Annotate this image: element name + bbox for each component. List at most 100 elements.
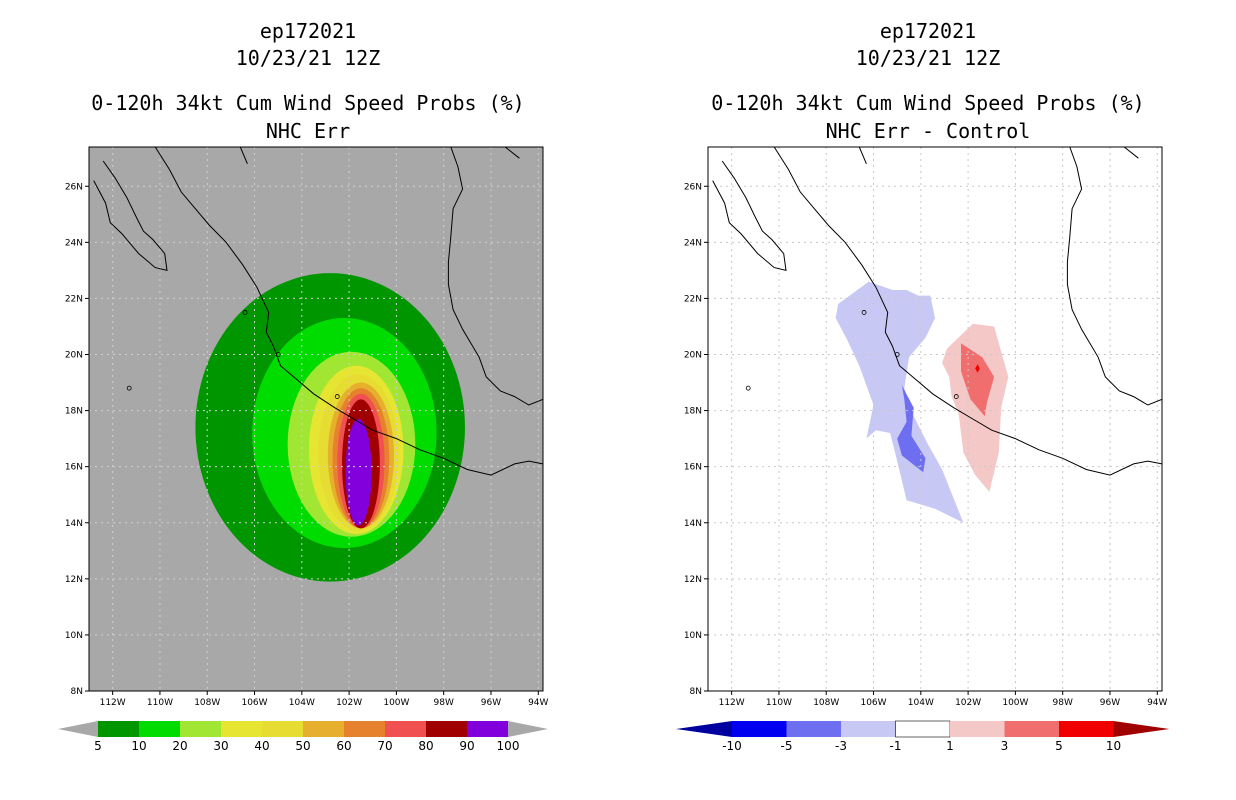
x-tick-label: 108W [194,698,220,708]
y-tick-label: 14N [684,519,702,529]
coastline [239,147,248,164]
x-tick-label: 96W [1100,698,1120,708]
left-date: 10/23/21 12Z [235,46,381,70]
colorbar-label: 20 [172,739,187,753]
x-tick-label: 94W [528,698,548,708]
colorbar-label: 90 [459,739,474,753]
left-chart-title: 0-120h 34kt Cum Wind Speed Probs (%) [91,91,525,115]
left-storm-id: ep172021 [259,19,357,43]
island [242,310,248,315]
panel-right: 112W 110W 108W 106W 104W 102W 100W 98W 96W 94W 8N 1… [676,146,1170,753]
right-storm-id: ep172021 [879,19,977,43]
y-tick-label: 20N [684,351,702,361]
contour-1 [942,323,1009,492]
map-content [708,147,1162,691]
y-tick-label: 12N [684,575,702,585]
y-tick-label: 20N [65,351,83,361]
coastline [773,147,1162,476]
island [894,352,900,357]
contour-3 [961,343,995,417]
y-tick-label: 18N [65,407,83,417]
x-tick-label: 100W [1002,698,1028,708]
colorbar-label: 70 [377,739,392,753]
x-tick-label: 104W [908,698,934,708]
colorbar-arrow-left [58,721,98,737]
coastline [1066,147,1162,406]
island [275,352,281,357]
y-tick-label: 24N [65,238,83,248]
coastline [447,147,543,406]
right-chart-title: 0-120h 34kt Cum Wind Speed Probs (%) [711,91,1145,115]
x-tick-label: 108W [813,698,839,708]
colorbar-swatch [344,721,385,737]
colorbar-label: 40 [254,739,269,753]
colorbar-label: 60 [336,739,351,753]
contour-neg1 [835,281,964,523]
y-tick-label: 12N [65,575,83,585]
y-tick-label: 18N [684,407,702,417]
colorbar-label: 5 [94,739,102,753]
coastline [504,147,520,159]
coastline [1123,147,1139,159]
y-tick-label: 8N [690,687,702,697]
y-tick-label: 26N [65,182,83,192]
y-tick-label: 16N [684,463,702,473]
x-tick-label: 96W [481,698,501,708]
right-chart-subtitle: NHC Err - Control [825,119,1031,143]
map-content [89,147,543,691]
colorbar-swatch [139,721,180,737]
x-tick-label: 102W [336,698,362,708]
colorbar-label: 3 [1001,739,1009,753]
colorbar-swatch [98,721,139,737]
colorbar-label: 1 [946,739,954,753]
x-tick-label: 104W [289,698,315,708]
colorbar-swatch [841,721,896,737]
x-tick-label: 98W [1053,698,1073,708]
coastline [712,160,787,272]
colorbar-label: -5 [781,739,793,753]
coastline [154,147,543,476]
colorbar-label: -3 [835,739,847,753]
x-tick-label: 110W [766,698,792,708]
colorbar-swatch [262,721,303,737]
colorbar-swatch [180,721,221,737]
island [861,310,867,315]
colorbar-swatch [950,721,1005,737]
colorbar-swatch [786,721,841,737]
right-date: 10/23/21 12Z [855,46,1001,70]
colorbar: 5 10 20 30 40 50 60 70 80 90 100 [58,721,548,753]
map-background [708,147,1162,691]
colorbar-swatch [732,721,787,737]
x-tick-label: 106W [241,698,267,708]
colorbar: -10 -5 -3 -1 1 3 5 10 [676,720,1170,753]
x-tick-label: 110W [147,698,173,708]
coastline [93,160,168,272]
y-tick-label: 24N [684,238,702,248]
left-chart-subtitle: NHC Err [265,119,351,143]
y-tick-label: 10N [684,631,702,641]
colorbar-label: 30 [213,739,228,753]
colorbar-swatch [895,720,951,738]
map-frame [707,146,1163,692]
contour-90 [345,419,372,526]
x-tick-label: 98W [434,698,454,708]
contour-5 [975,364,980,373]
colorbar-swatch [385,721,426,737]
colorbar-label: 80 [418,739,433,753]
y-tick-label: 14N [65,519,83,529]
x-tick-label: 106W [860,698,886,708]
coastline [858,147,867,164]
colorbar-swatch [1004,721,1059,737]
colorbar-arrow-right [508,721,548,737]
colorbar-swatch [426,721,467,737]
colorbar-swatch [221,721,262,737]
colorbar-label: 100 [497,739,520,753]
panel-left: 112W 110W 108W 106W 104W 102W 100W 98W 96W 94W 8N 1… [58,146,549,753]
island [953,394,959,399]
colorbar-label: -1 [890,739,902,753]
y-tick-label: 22N [684,294,702,304]
colorbar-label: 50 [295,739,310,753]
x-tick-label: 100W [383,698,409,708]
colorbar-label: 10 [1106,739,1121,753]
